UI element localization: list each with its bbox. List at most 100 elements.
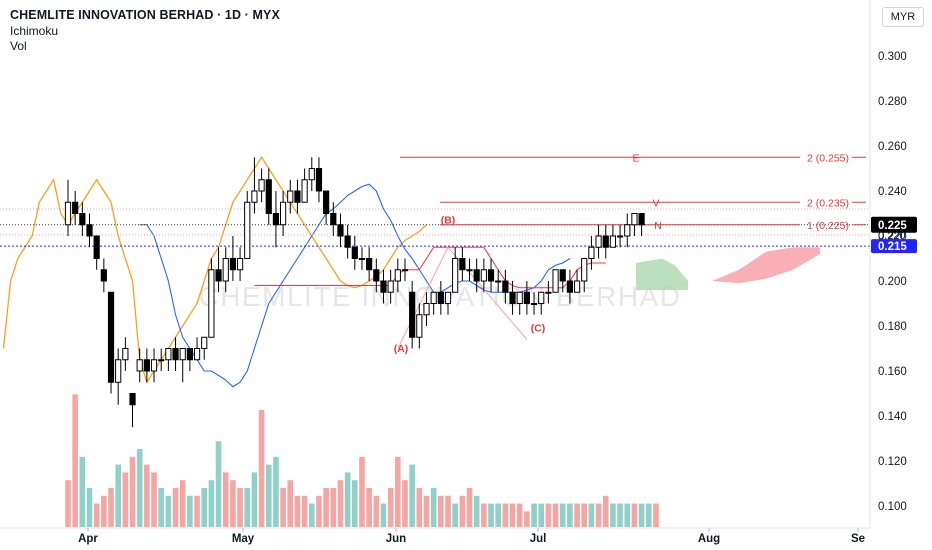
x-tick-label: Aug (698, 533, 720, 545)
candle-up (516, 291, 523, 304)
price-tag-box (871, 216, 917, 233)
candle-down (638, 213, 645, 226)
volume-bar (366, 488, 372, 527)
volume-bar (481, 503, 487, 527)
indicator-vol-label[interactable]: Vol (10, 39, 27, 53)
y-tick-label: 0.280 (878, 96, 907, 108)
volume-bar (567, 503, 573, 527)
volume-bars (65, 394, 659, 527)
volume-bar (423, 495, 430, 527)
x-tick-label: Jul (530, 533, 547, 545)
candle-down (215, 269, 222, 282)
candle-up (466, 269, 473, 272)
volume-bar (588, 503, 595, 527)
volume-bar (222, 472, 229, 527)
ichimoku-cloud (636, 247, 820, 290)
candle-up (201, 336, 208, 349)
volume-bar (509, 503, 516, 527)
volume-bar (308, 503, 315, 527)
candle-up (581, 258, 588, 282)
candle-up (538, 291, 545, 304)
candle-down (409, 291, 416, 338)
y-tick-label: 0.120 (878, 456, 907, 468)
volume-bar (179, 480, 186, 527)
fib-mid-label: E (632, 152, 639, 164)
candle-up (280, 201, 287, 226)
candle-up (208, 269, 215, 338)
candle-up (150, 359, 158, 372)
fib-mid-label: V (652, 197, 659, 209)
volume-bar (430, 488, 437, 527)
fib-mid-label: N (654, 220, 662, 232)
volume-bar (574, 503, 580, 527)
candle-up (301, 179, 308, 203)
candle-up (444, 291, 452, 304)
volume-bar (380, 503, 387, 527)
candle-up (631, 213, 638, 226)
volume-bar (409, 464, 415, 527)
volume-bar (294, 495, 301, 527)
volume-bar (323, 488, 329, 527)
y-tick-label: 0.180 (878, 321, 907, 333)
candle-down (502, 280, 509, 293)
x-tick-label: Se (851, 533, 865, 545)
candle-up (624, 224, 631, 237)
volume-bar (617, 503, 623, 527)
candle-up (358, 258, 366, 260)
candle-down (523, 291, 530, 304)
volume-bar (581, 503, 588, 527)
volume-bar (237, 488, 243, 527)
candle-up (430, 291, 437, 304)
volume-bar (129, 456, 136, 527)
y-tick-label: 0.240 (878, 186, 907, 198)
volume-bar (602, 495, 609, 527)
wave-label: (C) (531, 323, 546, 335)
candle-down (143, 359, 150, 372)
price-tag-box (871, 239, 917, 254)
volume-bar (194, 495, 200, 527)
x-tick-label: Jun (386, 533, 406, 545)
candle-up (495, 280, 502, 283)
volume-bar (531, 503, 537, 527)
volume-bar (158, 488, 165, 527)
volume-bar (273, 456, 279, 527)
candle-up (573, 280, 581, 293)
volume-bar (165, 495, 172, 527)
candle-down (559, 269, 566, 282)
fib-right-label: 1 (0.225) (807, 220, 849, 232)
candle-down (86, 224, 93, 237)
volume-bar (215, 441, 222, 527)
volume-bar (187, 495, 193, 527)
candle-up (423, 303, 430, 316)
price-axis[interactable]: 0.100 0.120 0.140 0.160 0.180 0.200 0.220 0.240… (869, 0, 907, 528)
candle-up (387, 280, 394, 293)
candle-down (351, 246, 358, 259)
candle-up (394, 269, 401, 282)
volume-bar (395, 456, 401, 527)
volume-bar (86, 488, 93, 527)
volume-bar (402, 480, 408, 527)
y-tick-label: 0.260 (878, 141, 907, 153)
y-tick-label: 0.200 (878, 276, 907, 288)
candle-up (287, 190, 294, 203)
time-axis[interactable]: Apr May Jun Jul Aug Se (0, 527, 870, 545)
volume-bar (108, 488, 114, 527)
currency-button[interactable]: MYR (882, 7, 924, 27)
volume-bar (473, 495, 480, 527)
candle-down (272, 213, 280, 226)
indicator-ichimoku-label[interactable]: Ichimoku (10, 24, 59, 38)
candle-down (602, 235, 609, 248)
price-level-lines (0, 208, 870, 247)
volume-bar (495, 503, 501, 527)
candle-down (566, 280, 573, 293)
candle-down (459, 258, 466, 271)
volume-bar (545, 503, 552, 527)
candle-down (473, 269, 480, 282)
volume-bar (387, 488, 394, 527)
candle-up (136, 359, 143, 372)
candle-up (552, 269, 559, 293)
volume-bar (93, 503, 100, 527)
candle-down (186, 348, 193, 361)
